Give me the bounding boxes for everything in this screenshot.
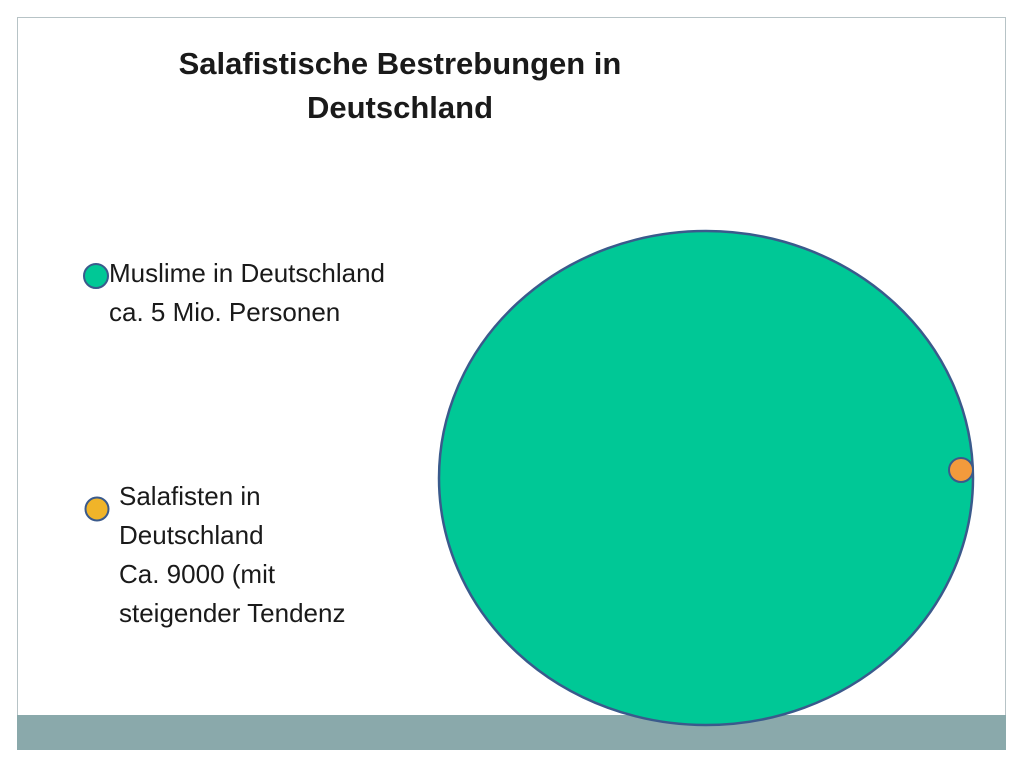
title-line-2: Deutschland bbox=[306, 90, 494, 125]
slide-title: Salafistische Bestrebungen in Deutschlan… bbox=[120, 42, 680, 130]
legend-muslims-line-1: Muslime in Deutschland bbox=[109, 258, 386, 288]
legend-salafists-line-2: Deutschland bbox=[119, 520, 264, 550]
title-line-1: Salafistische Bestrebungen in bbox=[178, 46, 622, 81]
legend-item-muslims: Muslime in Deutschland ca. 5 Mio. Person… bbox=[109, 254, 385, 332]
legend-muslims-line-2: ca. 5 Mio. Personen bbox=[109, 297, 341, 327]
legend-item-salafists: Salafisten in Deutschland Ca. 9000 (mit … bbox=[119, 477, 345, 633]
bottom-bar bbox=[17, 715, 1006, 750]
legend-salafists-line-3: Ca. 9000 (mit bbox=[119, 559, 276, 589]
legend-salafists-line-1: Salafisten in bbox=[119, 481, 261, 511]
legend-salafists-line-4: steigender Tendenz bbox=[119, 598, 346, 628]
